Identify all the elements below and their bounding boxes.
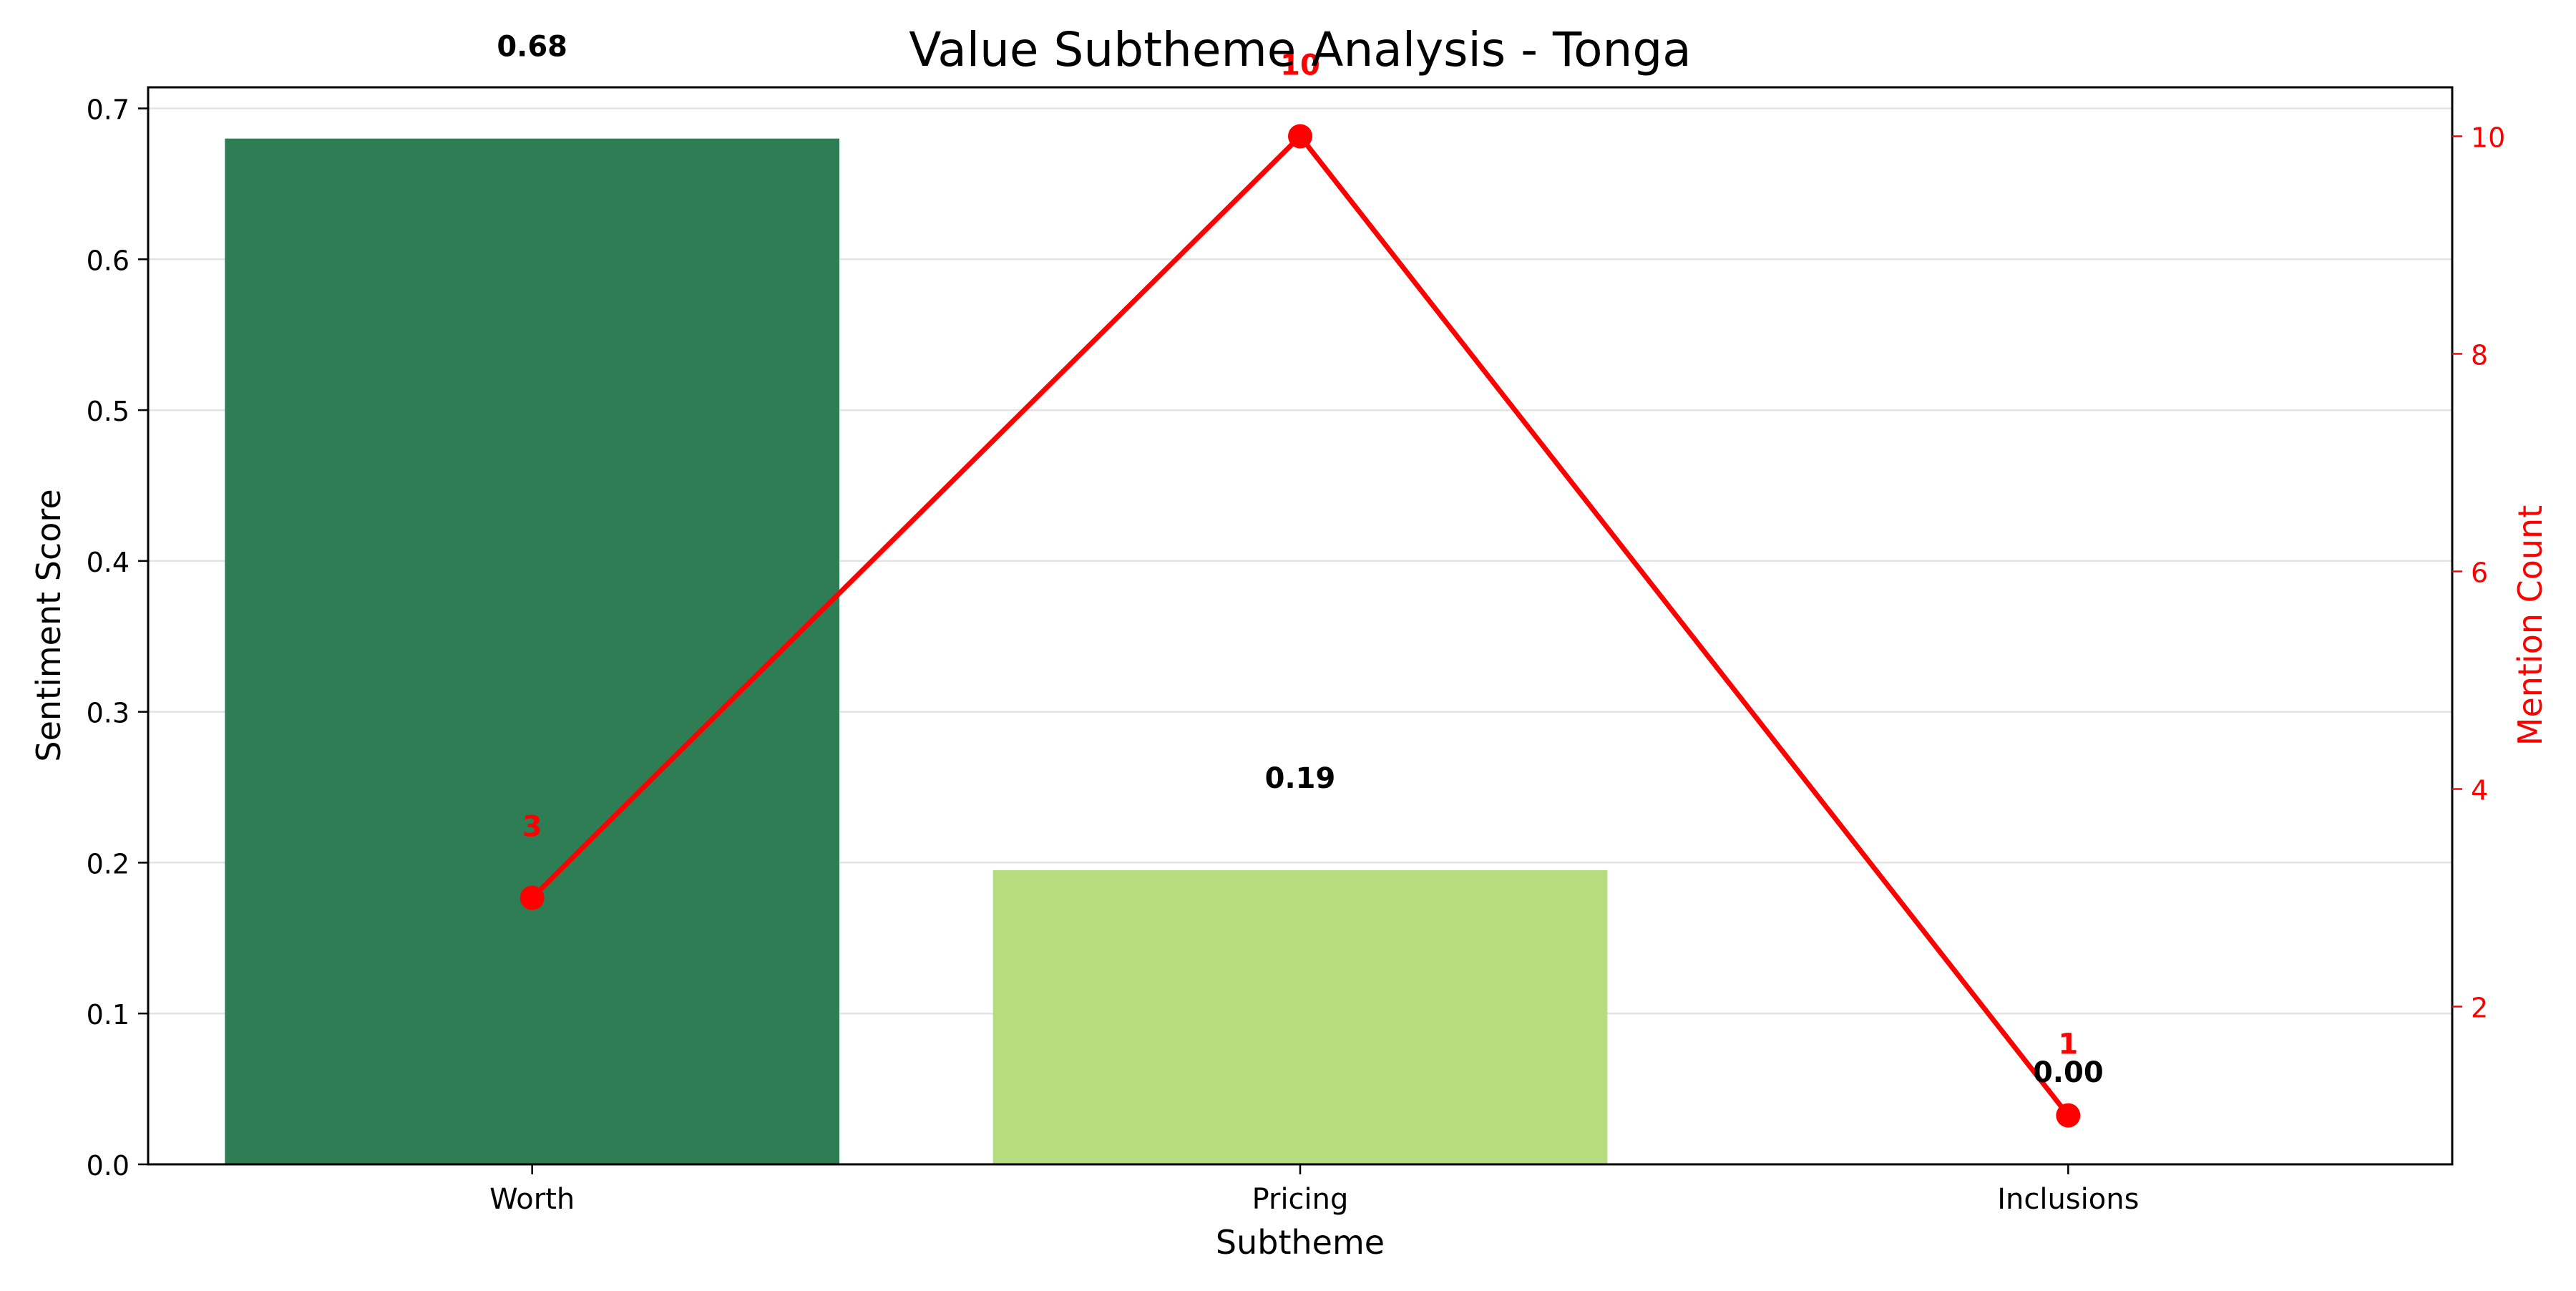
bar-value-label: 0.19	[1265, 762, 1336, 795]
x-axis-label: Subtheme	[1216, 1223, 1385, 1262]
y-tick-label: 0.5	[87, 396, 130, 427]
line-value-label: 1	[2058, 1028, 2078, 1061]
y-tick-label: 0.3	[87, 698, 130, 729]
y-tick-label: 0.0	[87, 1150, 130, 1182]
x-tick-label: Worth	[489, 1183, 575, 1216]
y-axis-label: Sentiment Score	[29, 489, 68, 761]
bar-value-label: 0.68	[497, 31, 567, 64]
y-tick-label: 0.7	[87, 94, 130, 126]
y2-axis-label: Mention Count	[2511, 505, 2550, 746]
y2-tick-label: 4	[2471, 775, 2488, 807]
line-series	[519, 124, 2081, 1128]
data-labels: 0.68 0.19 0.00 3 10 1	[497, 31, 2103, 1089]
y2-tick-label: 2	[2471, 993, 2488, 1024]
chart-title: Value Subtheme Analysis - Tonga	[909, 22, 1691, 77]
y-tick-label: 0.4	[87, 547, 130, 578]
x-tick-label: Inclusions	[1997, 1183, 2139, 1216]
bar-worth	[225, 138, 839, 1165]
mention-point-worth	[519, 885, 545, 910]
y2-tick-label: 10	[2471, 122, 2505, 153]
y-tick-label: 0.1	[87, 999, 130, 1031]
y2-tick-label: 8	[2471, 339, 2488, 371]
mention-point-inclusions	[2056, 1103, 2081, 1128]
axes: 0.0 0.1 0.2 0.3 0.4 0.5 0.6 0.7 2 4 6 8 10 Worth Prici…	[87, 94, 2506, 1216]
line-value-label: 3	[522, 811, 542, 844]
bar-series	[225, 138, 1608, 1165]
x-tick-label: Pricing	[1252, 1183, 1349, 1216]
mention-point-pricing	[1288, 124, 1312, 149]
y-tick-label: 0.2	[87, 848, 130, 880]
y-tick-label: 0.6	[87, 245, 130, 276]
bar-pricing	[992, 869, 1608, 1164]
bar-value-label: 0.00	[2033, 1056, 2104, 1089]
y2-tick-label: 6	[2471, 557, 2488, 588]
line-value-label: 10	[1280, 49, 1320, 82]
